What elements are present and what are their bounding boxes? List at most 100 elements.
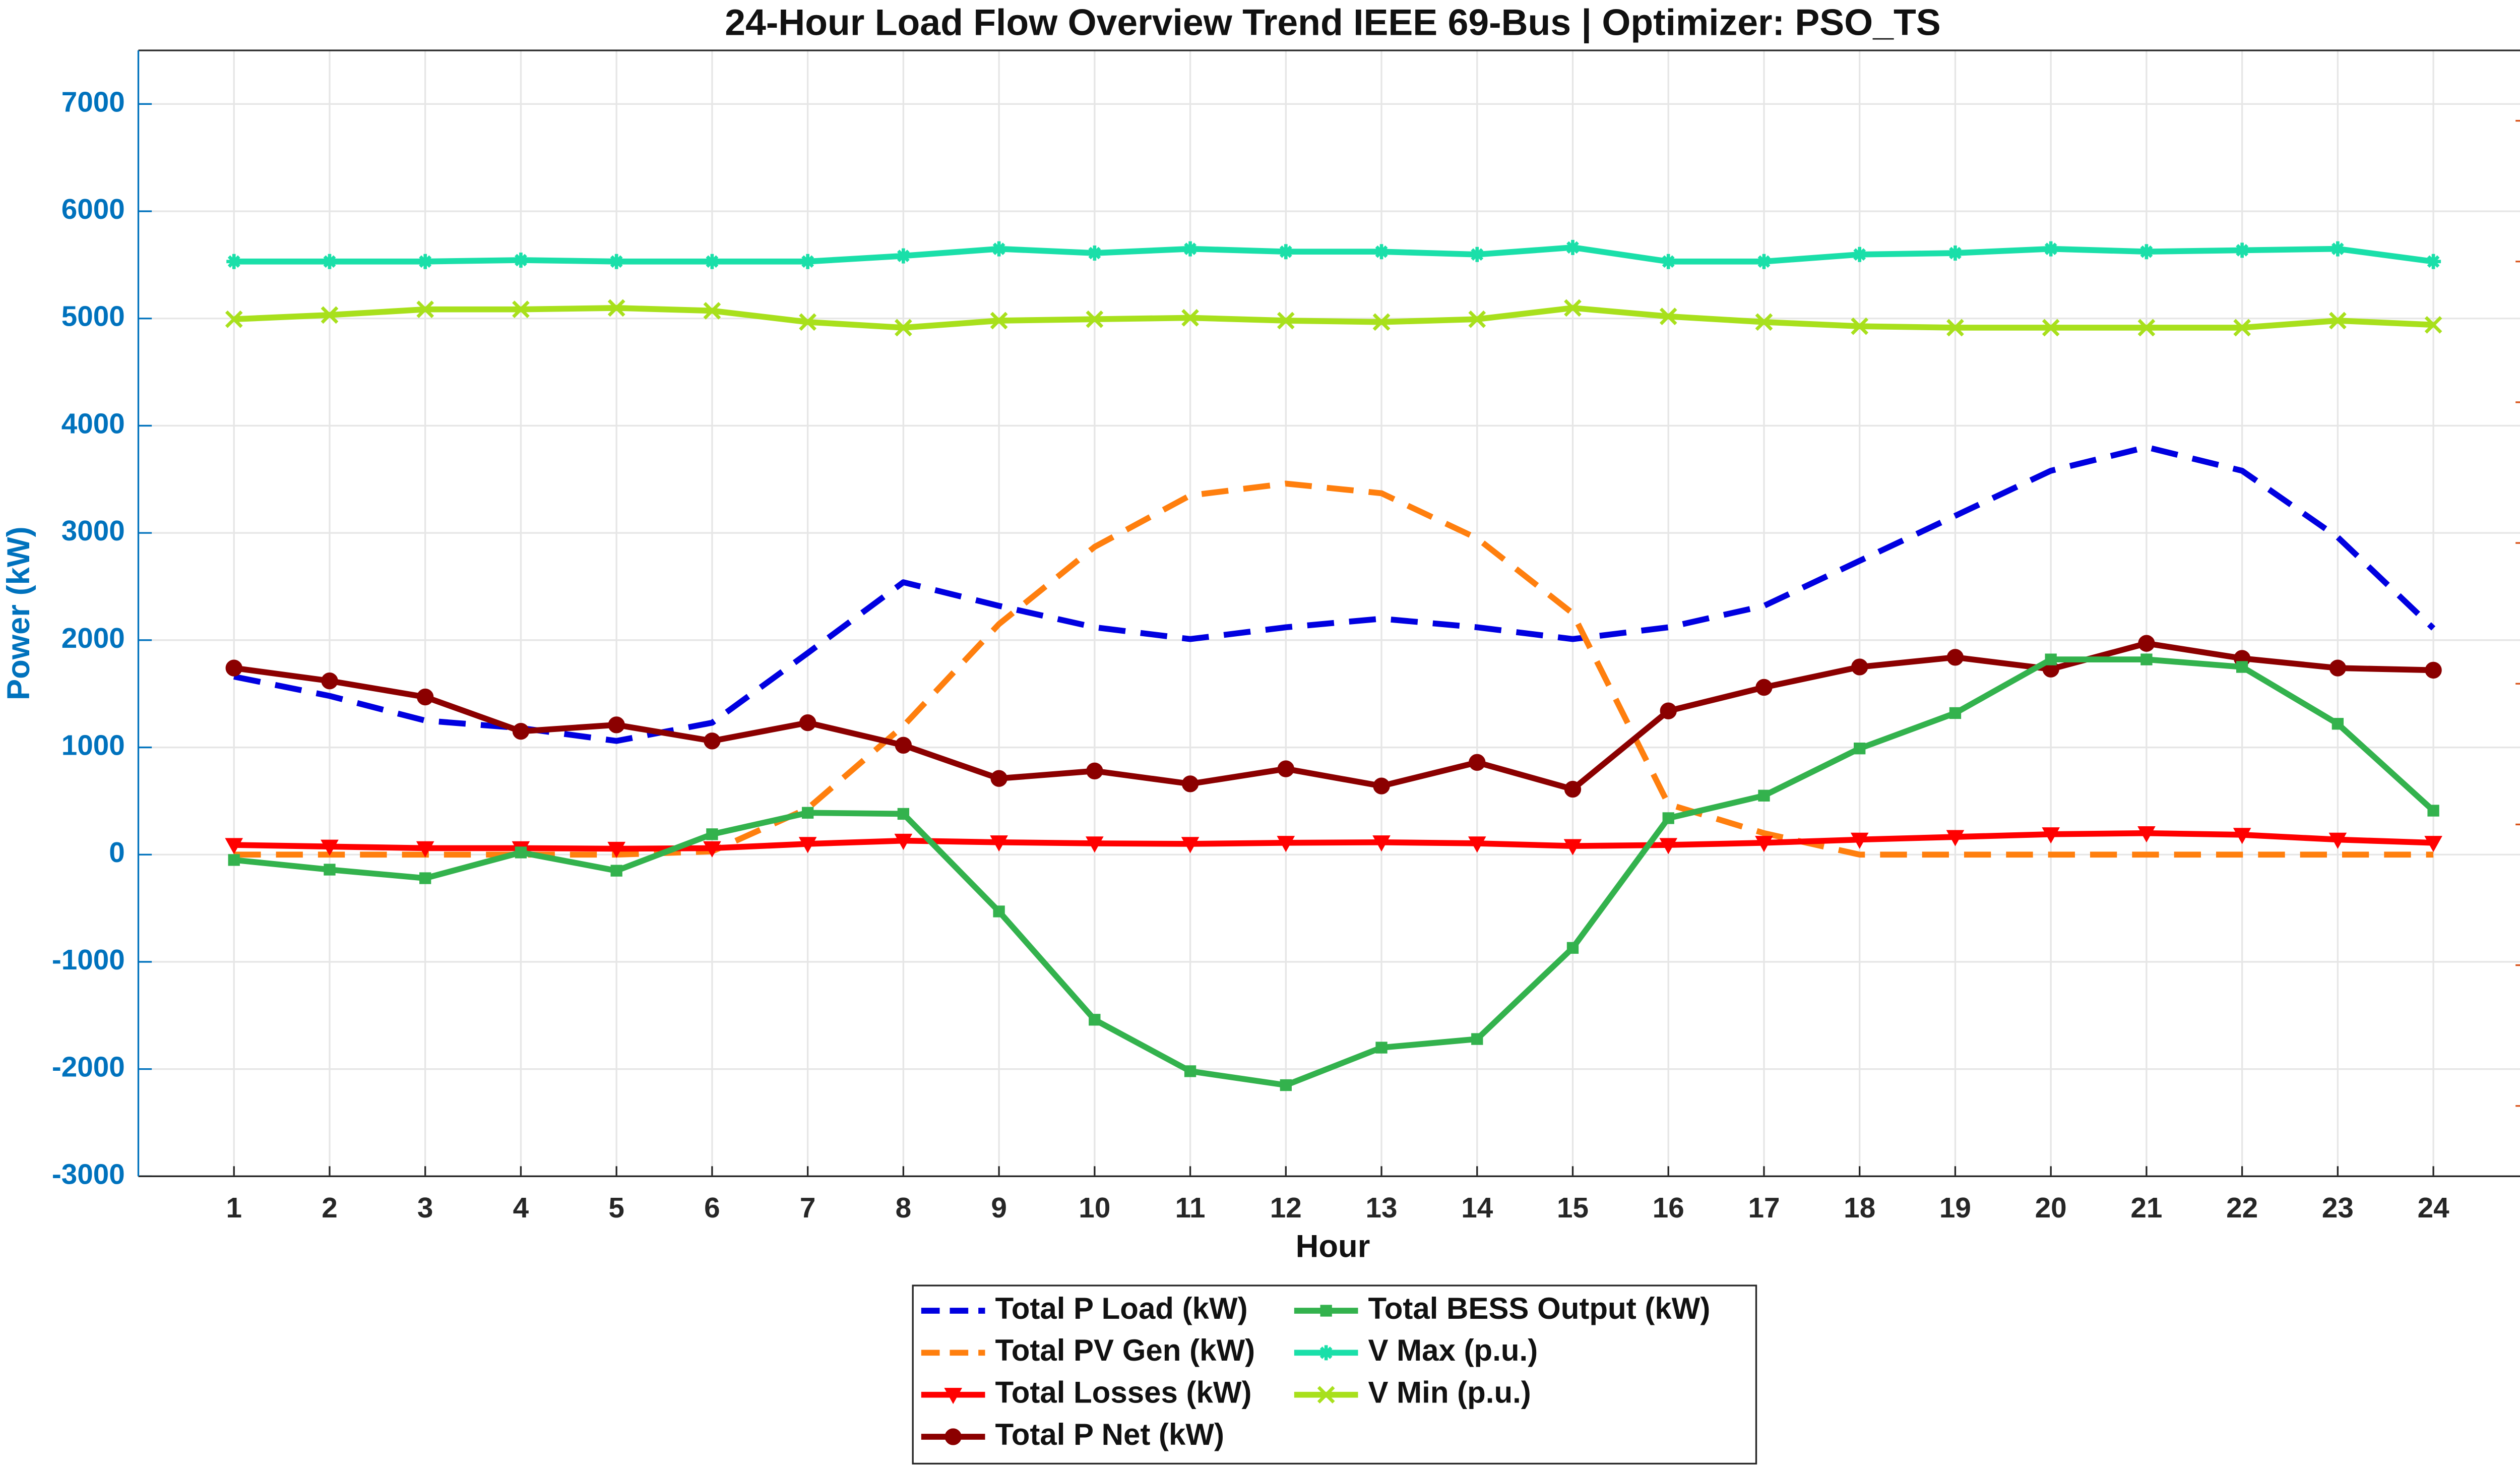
marker: [321, 306, 339, 324]
marker: [225, 310, 243, 328]
marker: [993, 905, 1005, 918]
legend-label: V Max (p.u.): [1368, 1333, 1538, 1367]
legend: Total P Load (kW) Total PV Gen (kW) Total …: [912, 1285, 1757, 1465]
y-tick-label: 7000: [61, 86, 125, 118]
series-line: [233, 640, 2434, 792]
marker: [321, 839, 339, 856]
marker: [416, 300, 434, 319]
x-tick-label: 10: [1079, 1192, 1110, 1224]
marker: [2329, 659, 2347, 677]
marker: [1854, 743, 1866, 755]
marker: [2424, 316, 2442, 334]
marker: [2329, 312, 2347, 330]
marker: [704, 254, 720, 269]
marker: [2138, 244, 2154, 260]
marker: [896, 248, 911, 264]
x-tick-label: 22: [2226, 1192, 2258, 1224]
marker: [1850, 832, 1869, 849]
marker: [1087, 246, 1102, 261]
y-tick-label: 4000: [61, 408, 125, 440]
marker: [2332, 718, 2344, 730]
marker: [2233, 319, 2251, 337]
marker: [2427, 805, 2439, 817]
marker: [1373, 777, 1390, 794]
marker: [1566, 942, 1579, 954]
marker: [1184, 1065, 1196, 1077]
marker: [703, 302, 721, 320]
y-tick-label: 2000: [61, 623, 125, 654]
legend-label: Total PV Gen (kW): [995, 1333, 1255, 1367]
marker: [1659, 308, 1677, 325]
marker: [1946, 830, 1965, 846]
marker: [1318, 1345, 1334, 1361]
marker: [1086, 836, 1104, 853]
marker: [2140, 653, 2153, 665]
marker: [1659, 838, 1678, 854]
marker: [1661, 254, 1676, 269]
marker: [1372, 835, 1391, 852]
marker: [1851, 317, 1869, 335]
chart-title: 24-Hour Load Flow Overview Trend IEEE 69…: [725, 2, 1940, 43]
marker: [1852, 247, 1867, 262]
marker: [800, 254, 815, 269]
marker: [2042, 319, 2060, 337]
marker: [1660, 702, 1677, 719]
marker: [1565, 239, 1581, 255]
marker: [990, 312, 1008, 330]
marker: [1469, 247, 1485, 262]
marker: [798, 837, 817, 853]
marker: [703, 841, 721, 858]
marker: [1277, 836, 1295, 852]
marker: [228, 854, 240, 866]
marker: [2236, 661, 2248, 673]
y-tick-label: -3000: [52, 1158, 125, 1190]
marker: [1089, 1014, 1101, 1026]
series-line: [233, 444, 2436, 744]
series-line: [233, 305, 2434, 331]
y-tick-label: 0: [109, 837, 125, 869]
legend-label: V Min (p.u.): [1368, 1376, 1531, 1410]
marker: [419, 872, 431, 884]
marker: [2425, 661, 2442, 679]
marker: [894, 833, 913, 850]
marker: [2426, 254, 2441, 269]
x-tick-label: 6: [704, 1192, 720, 1224]
x-tick-label: 15: [1557, 1192, 1589, 1224]
x-tick-label: 20: [2035, 1192, 2067, 1224]
marker: [991, 241, 1007, 257]
marker: [607, 841, 625, 858]
marker: [225, 838, 243, 854]
series-line: [234, 830, 2434, 852]
marker: [897, 808, 910, 820]
x-tick-label: 3: [417, 1192, 433, 1224]
legend-box: [912, 1285, 1757, 1465]
x-tick-label: 24: [2418, 1192, 2450, 1224]
marker: [417, 254, 433, 269]
marker: [512, 722, 530, 740]
marker: [2137, 826, 2156, 843]
marker: [1320, 1305, 1332, 1317]
marker: [1946, 649, 1964, 666]
x-tick-label: 12: [1270, 1192, 1302, 1224]
marker: [2233, 828, 2251, 844]
marker: [515, 846, 527, 859]
marker: [417, 688, 434, 706]
marker: [2234, 242, 2250, 258]
marker: [1755, 313, 1773, 331]
marker: [801, 807, 814, 819]
marker: [1182, 241, 1198, 257]
marker: [1756, 254, 1772, 269]
x-tick-label: 18: [1844, 1192, 1875, 1224]
marker: [2043, 241, 2059, 257]
marker: [1947, 246, 1963, 261]
marker: [2137, 319, 2156, 337]
marker: [1468, 310, 1486, 328]
legend-label: Total P Net (kW): [995, 1418, 1224, 1451]
marker: [944, 1428, 962, 1445]
marker: [225, 659, 242, 677]
marker: [1851, 658, 1868, 676]
marker: [1755, 679, 1773, 696]
marker: [1755, 836, 1773, 852]
